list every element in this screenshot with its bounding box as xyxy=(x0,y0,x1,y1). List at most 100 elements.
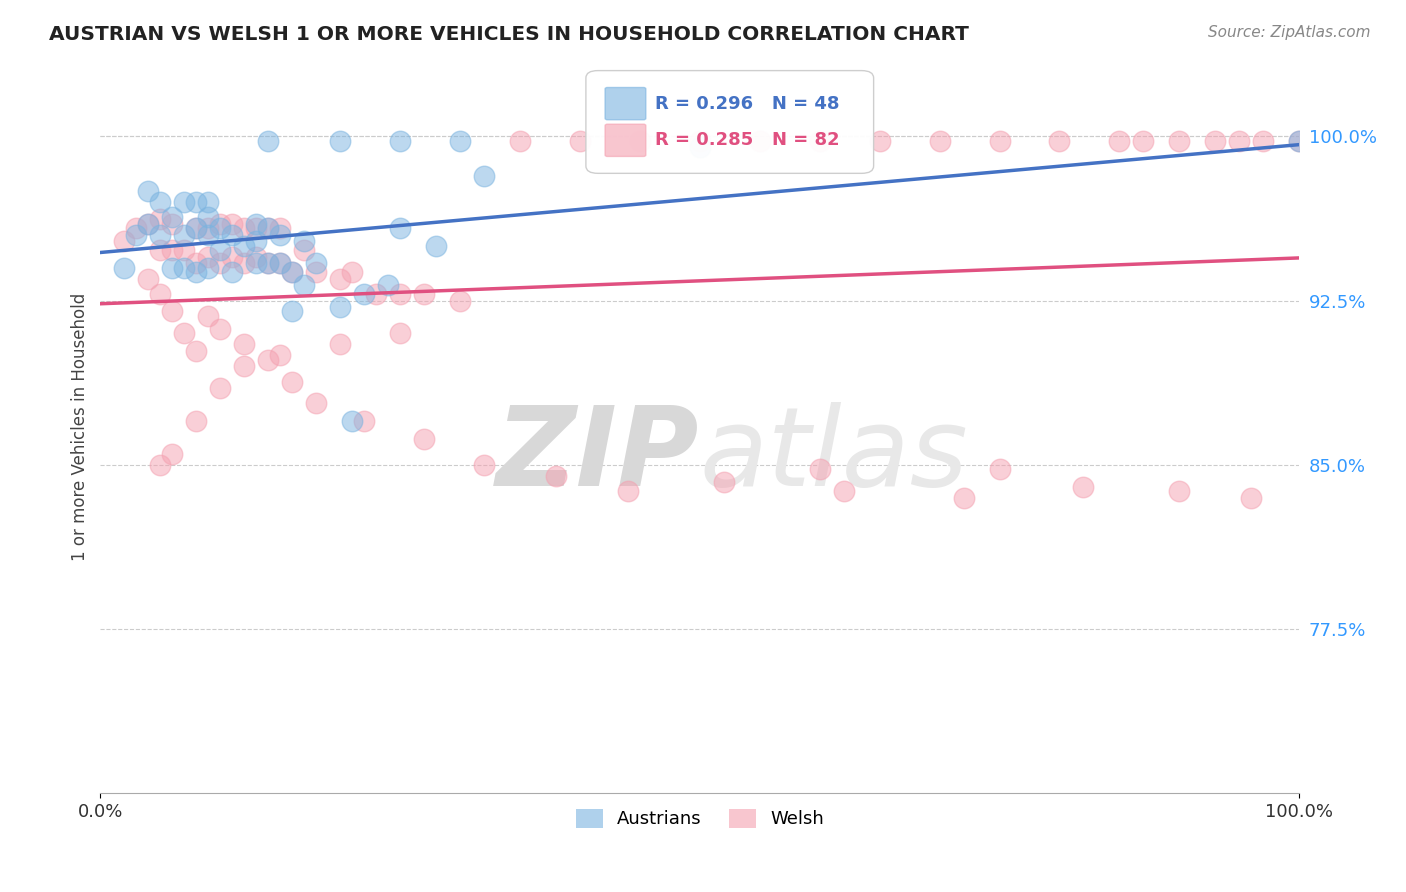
Point xyxy=(748,134,770,148)
Point xyxy=(329,134,352,148)
Point xyxy=(689,134,711,148)
Point xyxy=(162,447,184,461)
Point xyxy=(269,256,291,270)
Point xyxy=(305,256,328,270)
Text: R = 0.296   N = 48: R = 0.296 N = 48 xyxy=(655,95,839,112)
Point xyxy=(389,134,412,148)
Point xyxy=(186,414,208,428)
Point xyxy=(136,271,159,285)
Point xyxy=(509,134,531,148)
Point xyxy=(186,256,208,270)
Point xyxy=(149,287,172,301)
Point xyxy=(281,304,304,318)
Point xyxy=(305,265,328,279)
Point xyxy=(988,462,1011,476)
Point xyxy=(197,260,219,275)
Point xyxy=(389,287,412,301)
Point xyxy=(472,169,495,183)
Point xyxy=(209,381,232,395)
Point xyxy=(1288,134,1310,148)
Point xyxy=(162,243,184,257)
Point xyxy=(186,221,208,235)
Point xyxy=(173,260,195,275)
Point xyxy=(245,250,267,264)
Point xyxy=(1108,134,1130,148)
Point xyxy=(197,211,219,225)
Point xyxy=(1288,134,1310,148)
Point xyxy=(568,134,591,148)
Point xyxy=(281,265,304,279)
Point xyxy=(808,134,831,148)
Point xyxy=(413,432,436,446)
Point xyxy=(449,134,471,148)
Point xyxy=(186,343,208,358)
Point xyxy=(257,221,280,235)
Point xyxy=(186,221,208,235)
FancyBboxPatch shape xyxy=(605,124,645,156)
Point xyxy=(952,491,974,505)
Point xyxy=(245,217,267,231)
Point xyxy=(305,396,328,410)
Point xyxy=(617,484,640,499)
Point xyxy=(197,221,219,235)
Point xyxy=(221,227,243,242)
Point xyxy=(472,458,495,472)
Point xyxy=(149,458,172,472)
Point xyxy=(329,337,352,351)
FancyBboxPatch shape xyxy=(586,70,873,173)
Point xyxy=(1073,480,1095,494)
Point xyxy=(340,414,363,428)
Point xyxy=(245,221,267,235)
Point xyxy=(162,211,184,225)
Point xyxy=(269,348,291,362)
Point xyxy=(186,265,208,279)
Point xyxy=(186,194,208,209)
Point xyxy=(292,235,315,249)
Point xyxy=(112,235,135,249)
Point xyxy=(389,326,412,341)
FancyBboxPatch shape xyxy=(605,87,645,120)
Point xyxy=(173,227,195,242)
Point xyxy=(281,265,304,279)
Point xyxy=(689,140,711,154)
Point xyxy=(233,256,256,270)
Point xyxy=(173,243,195,257)
Point xyxy=(149,194,172,209)
Point xyxy=(162,260,184,275)
Point xyxy=(257,221,280,235)
Point xyxy=(413,287,436,301)
Point xyxy=(988,134,1011,148)
Point xyxy=(1240,491,1263,505)
Point xyxy=(233,221,256,235)
Point xyxy=(1227,134,1250,148)
Point xyxy=(173,326,195,341)
Text: R = 0.285   N = 82: R = 0.285 N = 82 xyxy=(655,131,839,149)
Point xyxy=(197,227,219,242)
Point xyxy=(449,293,471,308)
Point xyxy=(233,239,256,253)
Point xyxy=(1168,134,1191,148)
Text: atlas: atlas xyxy=(700,402,969,509)
Point xyxy=(628,134,651,148)
Point xyxy=(125,221,148,235)
Text: ZIP: ZIP xyxy=(496,402,700,509)
Text: Source: ZipAtlas.com: Source: ZipAtlas.com xyxy=(1208,25,1371,40)
Point xyxy=(928,134,950,148)
Point xyxy=(257,256,280,270)
Text: AUSTRIAN VS WELSH 1 OR MORE VEHICLES IN HOUSEHOLD CORRELATION CHART: AUSTRIAN VS WELSH 1 OR MORE VEHICLES IN … xyxy=(49,25,969,44)
Point xyxy=(257,256,280,270)
Point xyxy=(197,194,219,209)
Legend: Austrians, Welsh: Austrians, Welsh xyxy=(568,802,831,836)
Point xyxy=(1204,134,1226,148)
Point xyxy=(136,217,159,231)
Point xyxy=(209,243,232,257)
Point xyxy=(136,217,159,231)
Point xyxy=(329,271,352,285)
Point xyxy=(1251,134,1274,148)
Point xyxy=(329,300,352,314)
Point xyxy=(233,359,256,374)
Point xyxy=(1132,134,1154,148)
Point xyxy=(1168,484,1191,499)
Point xyxy=(713,475,735,490)
Point xyxy=(269,256,291,270)
